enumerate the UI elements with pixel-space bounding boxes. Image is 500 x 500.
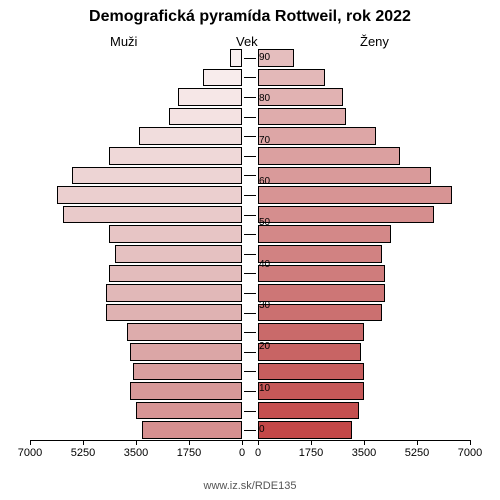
center-tick bbox=[244, 293, 256, 294]
male-bar bbox=[133, 363, 242, 381]
center-tick bbox=[244, 313, 256, 314]
x-axis-label: 1750 bbox=[299, 447, 323, 459]
male-label: Muži bbox=[110, 34, 137, 49]
male-bar bbox=[106, 304, 242, 322]
y-axis-label: 90 bbox=[259, 52, 289, 63]
male-bar bbox=[63, 206, 242, 224]
female-bar bbox=[258, 108, 346, 126]
center-tick bbox=[244, 254, 256, 255]
x-tick bbox=[242, 440, 243, 445]
male-bar bbox=[109, 225, 242, 243]
plot-area: 0 10 20 30 40 50 60 70 80 90 bbox=[30, 48, 470, 440]
center-tick bbox=[244, 273, 256, 274]
male-bar bbox=[72, 167, 242, 185]
male-bar bbox=[115, 245, 242, 263]
x-axis-label: 7000 bbox=[18, 447, 42, 459]
population-pyramid-chart: Demografická pyramída Rottweil, rok 2022… bbox=[0, 0, 500, 500]
y-axis-label: 10 bbox=[259, 383, 289, 394]
center-tick bbox=[244, 391, 256, 392]
chart-title: Demografická pyramída Rottweil, rok 2022 bbox=[0, 8, 500, 26]
x-tick bbox=[189, 440, 190, 445]
x-axis-line bbox=[30, 440, 470, 441]
y-axis-label: 0 bbox=[259, 424, 289, 435]
male-bar bbox=[178, 88, 242, 106]
center-tick bbox=[244, 156, 256, 157]
center-tick bbox=[244, 97, 256, 98]
center-tick bbox=[244, 215, 256, 216]
x-axis-label: 1750 bbox=[177, 447, 201, 459]
female-bar bbox=[258, 147, 400, 165]
x-tick bbox=[311, 440, 312, 445]
male-bar bbox=[57, 186, 242, 204]
x-tick bbox=[364, 440, 365, 445]
x-axis-label: 0 bbox=[255, 447, 261, 459]
source-url: www.iz.sk/RDE135 bbox=[0, 480, 500, 492]
center-tick bbox=[244, 430, 256, 431]
x-tick bbox=[30, 440, 31, 445]
male-bar bbox=[139, 127, 242, 145]
x-axis-label: 0 bbox=[239, 447, 245, 459]
x-axis-label: 7000 bbox=[458, 447, 482, 459]
center-tick bbox=[244, 234, 256, 235]
center-tick bbox=[244, 411, 256, 412]
male-bar bbox=[169, 108, 242, 126]
x-tick bbox=[83, 440, 84, 445]
female-bar bbox=[258, 363, 364, 381]
x-tick bbox=[136, 440, 137, 445]
x-axis-label: 5250 bbox=[405, 447, 429, 459]
center-tick bbox=[244, 195, 256, 196]
center-tick bbox=[244, 352, 256, 353]
female-bar bbox=[258, 402, 359, 420]
y-axis-label: 20 bbox=[259, 341, 289, 352]
female-bar bbox=[258, 69, 325, 87]
center-tick bbox=[244, 58, 256, 59]
center-tick bbox=[244, 371, 256, 372]
y-axis-label: 60 bbox=[259, 176, 289, 187]
male-bar bbox=[230, 49, 242, 67]
male-bar bbox=[136, 402, 242, 420]
female-label: Ženy bbox=[360, 34, 389, 49]
male-bar bbox=[142, 421, 242, 439]
male-bar bbox=[109, 147, 242, 165]
center-tick bbox=[244, 136, 256, 137]
y-axis-label: 30 bbox=[259, 300, 289, 311]
x-tick bbox=[258, 440, 259, 445]
male-bar bbox=[109, 265, 242, 283]
female-bar bbox=[258, 186, 452, 204]
male-bar bbox=[130, 382, 242, 400]
center-tick bbox=[244, 77, 256, 78]
male-bar bbox=[127, 323, 242, 341]
male-bar bbox=[130, 343, 242, 361]
female-bar bbox=[258, 323, 364, 341]
x-axis-label: 3500 bbox=[124, 447, 148, 459]
center-tick bbox=[244, 332, 256, 333]
center-tick bbox=[244, 175, 256, 176]
x-tick bbox=[417, 440, 418, 445]
age-label: Vek bbox=[236, 34, 258, 49]
y-axis-label: 50 bbox=[259, 217, 289, 228]
male-bar bbox=[203, 69, 242, 87]
x-axis-label: 3500 bbox=[352, 447, 376, 459]
male-bar bbox=[106, 284, 242, 302]
x-tick bbox=[470, 440, 471, 445]
x-axis-label: 5250 bbox=[71, 447, 95, 459]
y-axis-label: 80 bbox=[259, 93, 289, 104]
y-axis-label: 40 bbox=[259, 259, 289, 270]
y-axis-label: 70 bbox=[259, 135, 289, 146]
center-tick bbox=[244, 117, 256, 118]
